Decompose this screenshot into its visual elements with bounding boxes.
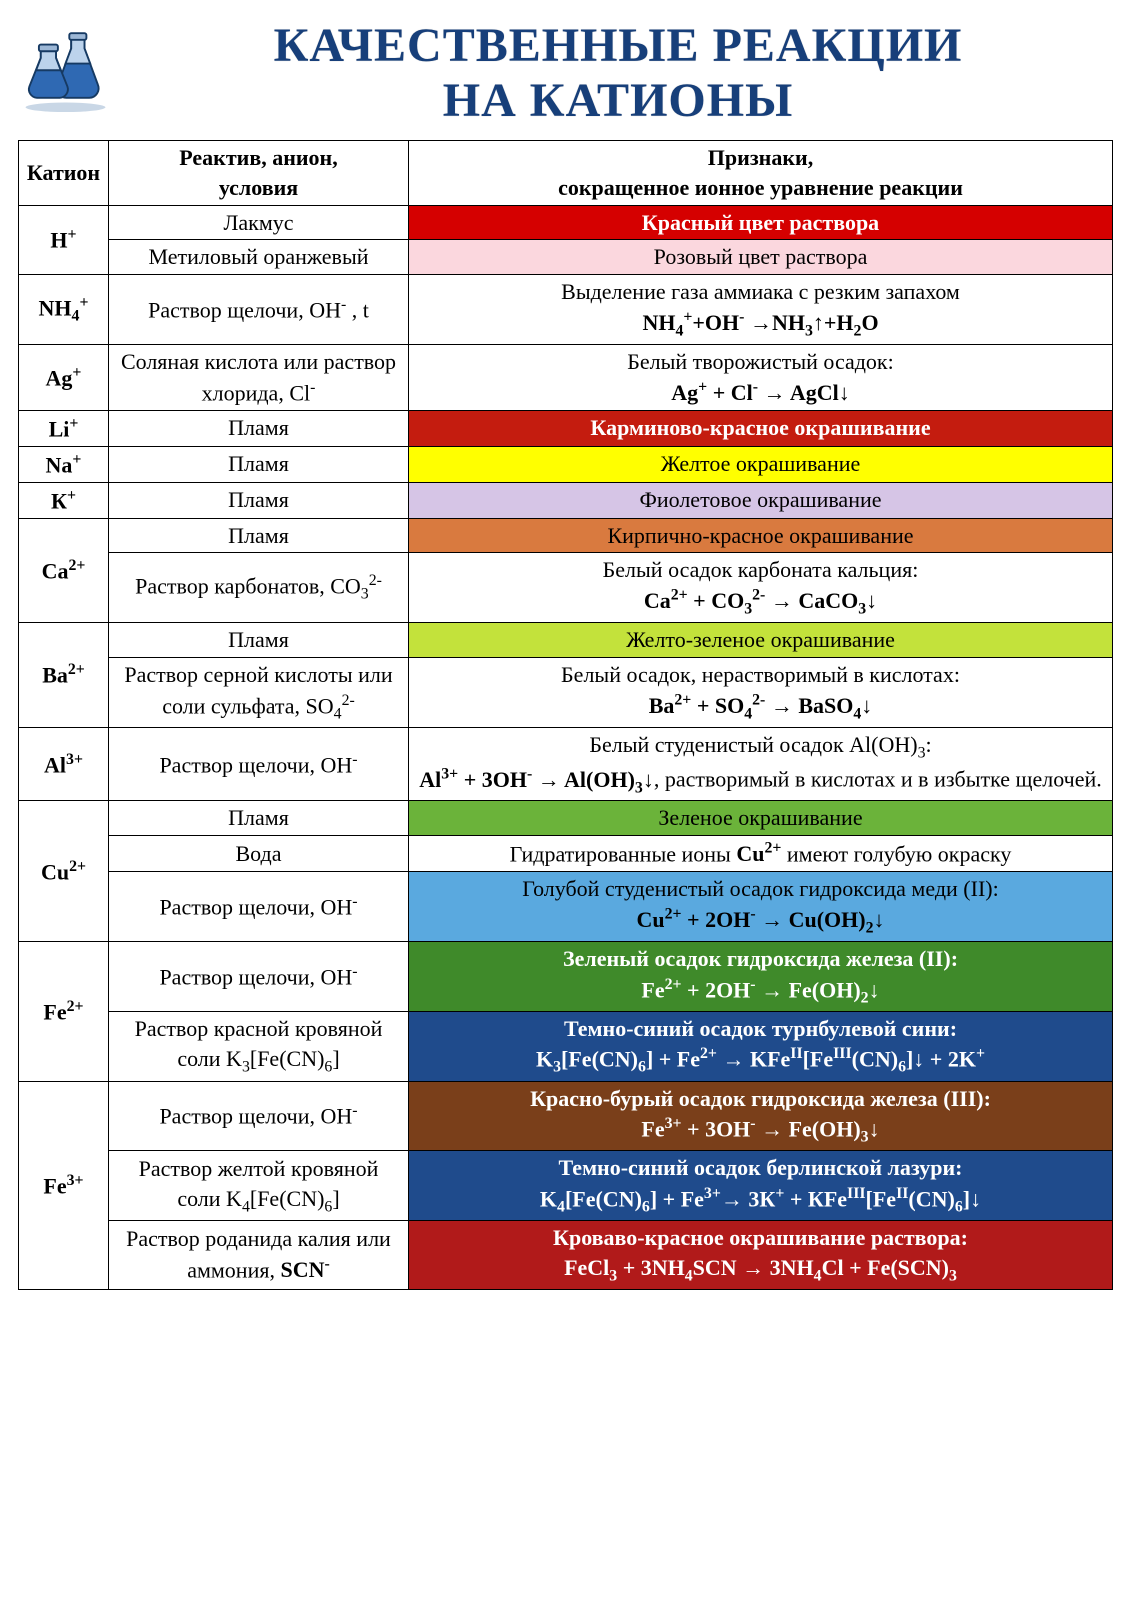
sign-cell: Фиолетовое окрашивание: [409, 482, 1113, 518]
table-row: Na+ПламяЖелтое окрашивание: [19, 446, 1113, 482]
reagent-cell: Раствор серной кислоты или соли сульфата…: [109, 657, 409, 727]
table-row: Раствор серной кислоты или соли сульфата…: [19, 657, 1113, 727]
sign-cell: Зеленое окрашивание: [409, 801, 1113, 836]
sign-cell: Гидратированные ионы Cu2+ имеют голубую …: [409, 836, 1113, 872]
reagent-cell: Раствор щелочи, OH- , t: [109, 275, 409, 345]
page-title: КАЧЕСТВЕННЫЕ РЕАКЦИИ НА КАТИОНЫ: [123, 18, 1113, 128]
reagent-cell: Пламя: [109, 446, 409, 482]
sign-cell: Белый творожистый осадок:Ag+ + Cl- → AgC…: [409, 344, 1113, 410]
col-header-signs: Признаки, сокращенное ионное уравнение р…: [409, 141, 1113, 205]
reagent-cell: Пламя: [109, 410, 409, 446]
table-row: Cu2+ПламяЗеленое окрашивание: [19, 801, 1113, 836]
cation-cell: Ca2+: [19, 518, 109, 622]
cation-cell: Li+: [19, 410, 109, 446]
cation-cell: Al3+: [19, 727, 109, 801]
sign-cell: Темно-синий осадок берлинской лазури:K4[…: [409, 1151, 1113, 1221]
reagent-cell: Раствор щелочи, OH-: [109, 872, 409, 942]
table-row: Раствор роданида калия или аммония, SCN-…: [19, 1221, 1113, 1289]
sign-cell: Зеленый осадок гидроксида железа (II):Fe…: [409, 941, 1113, 1011]
table-body: H+ЛакмусКрасный цвет раствораМетиловый о…: [19, 205, 1113, 1289]
table-row: К+ПламяФиолетовое окрашивание: [19, 482, 1113, 518]
cation-cell: H+: [19, 205, 109, 274]
table-row: Ag+Соляная кислота или раствор хлорида, …: [19, 344, 1113, 410]
reagent-cell: Пламя: [109, 623, 409, 658]
cation-cell: К+: [19, 482, 109, 518]
sign-cell: Голубой студенистый осадок гидроксида ме…: [409, 872, 1113, 942]
table-row: Раствор щелочи, OH-Голубой студенистый о…: [19, 872, 1113, 942]
cation-cell: Fe3+: [19, 1081, 109, 1289]
reagent-cell: Раствор карбонатов, CO32-: [109, 553, 409, 623]
sign-cell: Карминово-красное окрашивание: [409, 410, 1113, 446]
cation-cell: Ag+: [19, 344, 109, 410]
sign-cell: Белый осадок карбоната кальция:Ca2+ + CO…: [409, 553, 1113, 623]
reagent-cell: Метиловый оранжевый: [109, 240, 409, 275]
table-row: Раствор красной кровяной соли K3[Fe(CN)6…: [19, 1011, 1113, 1081]
reagent-cell: Пламя: [109, 518, 409, 553]
reagent-cell: Пламя: [109, 482, 409, 518]
reagent-cell: Раствор щелочи, OH-: [109, 727, 409, 801]
reagent-cell: Раствор роданида калия или аммония, SCN-: [109, 1221, 409, 1289]
table-row: Метиловый оранжевыйРозовый цвет раствора: [19, 240, 1113, 275]
table-row: Раствор карбонатов, CO32-Белый осадок ка…: [19, 553, 1113, 623]
sign-cell: Белый студенистый осадок Al(OH)3:Al3+ + …: [409, 727, 1113, 801]
sign-cell: Кроваво-красное окрашивание раствора:FeC…: [409, 1221, 1113, 1289]
sign-cell: Белый осадок, нерастворимый в кислотах:B…: [409, 657, 1113, 727]
table-head: Катион Реактив, анион, условия Признаки,…: [19, 141, 1113, 205]
flask-icon: [18, 18, 113, 113]
sign-cell: Розовый цвет раствора: [409, 240, 1113, 275]
reagent-cell: Раствор желтой кровяной соли K4[Fe(CN)6]: [109, 1151, 409, 1221]
reactions-table: Катион Реактив, анион, условия Признаки,…: [18, 140, 1113, 1289]
sign-cell: Кирпично-красное окрашивание: [409, 518, 1113, 553]
reagent-cell: Соляная кислота или раствор хлорида, Cl-: [109, 344, 409, 410]
table-row: Раствор желтой кровяной соли K4[Fe(CN)6]…: [19, 1151, 1113, 1221]
reagent-cell: Раствор щелочи, OH-: [109, 1081, 409, 1151]
title-line-1: КАЧЕСТВЕННЫЕ РЕАКЦИИ: [274, 19, 963, 72]
sign-cell: Выделение газа аммиака с резким запахомN…: [409, 275, 1113, 345]
cation-cell: Fe2+: [19, 941, 109, 1081]
table-row: Ba2+ПламяЖелто-зеленое окрашивание: [19, 623, 1113, 658]
table-row: Li+ПламяКарминово-красное окрашивание: [19, 410, 1113, 446]
cation-cell: Cu2+: [19, 801, 109, 941]
cation-cell: NH4+: [19, 275, 109, 345]
col-header-cation: Катион: [19, 141, 109, 205]
cation-cell: Ba2+: [19, 623, 109, 727]
sign-cell: Темно-синий осадок турнбулевой сини:K3[F…: [409, 1011, 1113, 1081]
table-row: H+ЛакмусКрасный цвет раствора: [19, 205, 1113, 240]
sign-cell: Желто-зеленое окрашивание: [409, 623, 1113, 658]
reagent-cell: Раствор красной кровяной соли K3[Fe(CN)6…: [109, 1011, 409, 1081]
sign-cell: Красный цвет раствора: [409, 205, 1113, 240]
table-row: Fe2+Раствор щелочи, OH-Зеленый осадок ги…: [19, 941, 1113, 1011]
reagent-cell: Раствор щелочи, OH-: [109, 941, 409, 1011]
cation-cell: Na+: [19, 446, 109, 482]
table-row: Ca2+ПламяКирпично-красное окрашивание: [19, 518, 1113, 553]
page-header: КАЧЕСТВЕННЫЕ РЕАКЦИИ НА КАТИОНЫ: [18, 18, 1113, 134]
table-row: ВодаГидратированные ионы Cu2+ имеют голу…: [19, 836, 1113, 872]
table-row: NH4+Раствор щелочи, OH- , tВыделение газ…: [19, 275, 1113, 345]
table-row: Fe3+Раствор щелочи, OH-Красно-бурый осад…: [19, 1081, 1113, 1151]
reagent-cell: Лакмус: [109, 205, 409, 240]
sign-cell: Желтое окрашивание: [409, 446, 1113, 482]
table-row: Al3+Раствор щелочи, OH-Белый студенистый…: [19, 727, 1113, 801]
title-line-2: НА КАТИОНЫ: [443, 74, 793, 127]
reagent-cell: Вода: [109, 836, 409, 872]
col-header-reagent: Реактив, анион, условия: [109, 141, 409, 205]
reagent-cell: Пламя: [109, 801, 409, 836]
sign-cell: Красно-бурый осадок гидроксида железа (I…: [409, 1081, 1113, 1151]
